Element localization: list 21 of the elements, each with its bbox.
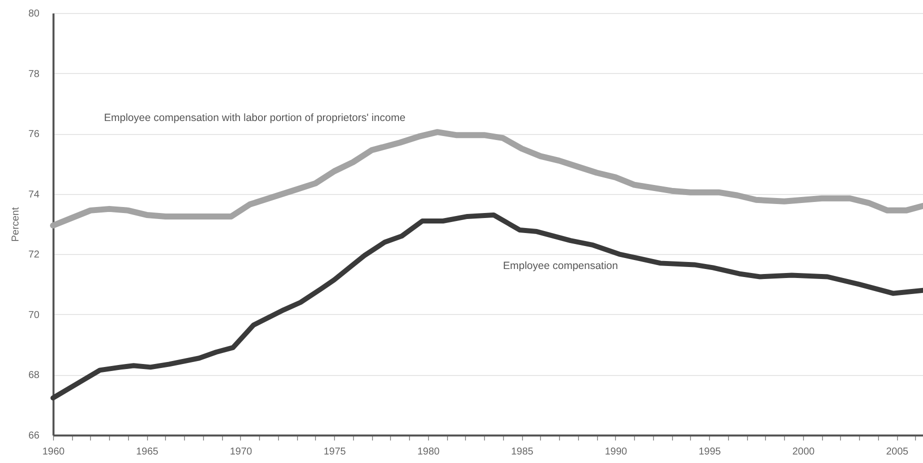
y-tick-label: 66 <box>28 430 40 442</box>
y-tick-label: 74 <box>28 189 40 200</box>
x-tick-label: 1990 <box>604 446 628 458</box>
x-tick-label: 1985 <box>511 446 534 458</box>
y-tick-label: 80 <box>28 8 40 20</box>
y-axis-title: Percent <box>10 207 22 242</box>
y-tick-label: 70 <box>28 310 40 321</box>
x-tick-label: 1960 <box>42 446 66 458</box>
y-tick-label: 76 <box>28 129 40 140</box>
x-tick-label: 1995 <box>698 446 722 458</box>
annotation: Employee compensation with labor portion of proprietors' income <box>104 112 406 124</box>
y-tick-label: 72 <box>28 250 40 261</box>
x-tick-label: 1980 <box>417 446 440 458</box>
x-tick-label: 1975 <box>324 446 346 458</box>
y-tick-label: 68 <box>28 370 40 382</box>
x-tick-label: 1965 <box>136 446 159 458</box>
x-tick-label: 2000 <box>792 446 816 458</box>
annotation: Employee compensation <box>503 260 618 272</box>
x-tick-label: 2005 <box>886 446 909 458</box>
x-tick-label: 1970 <box>230 446 253 458</box>
y-tick-label: 78 <box>28 68 40 80</box>
